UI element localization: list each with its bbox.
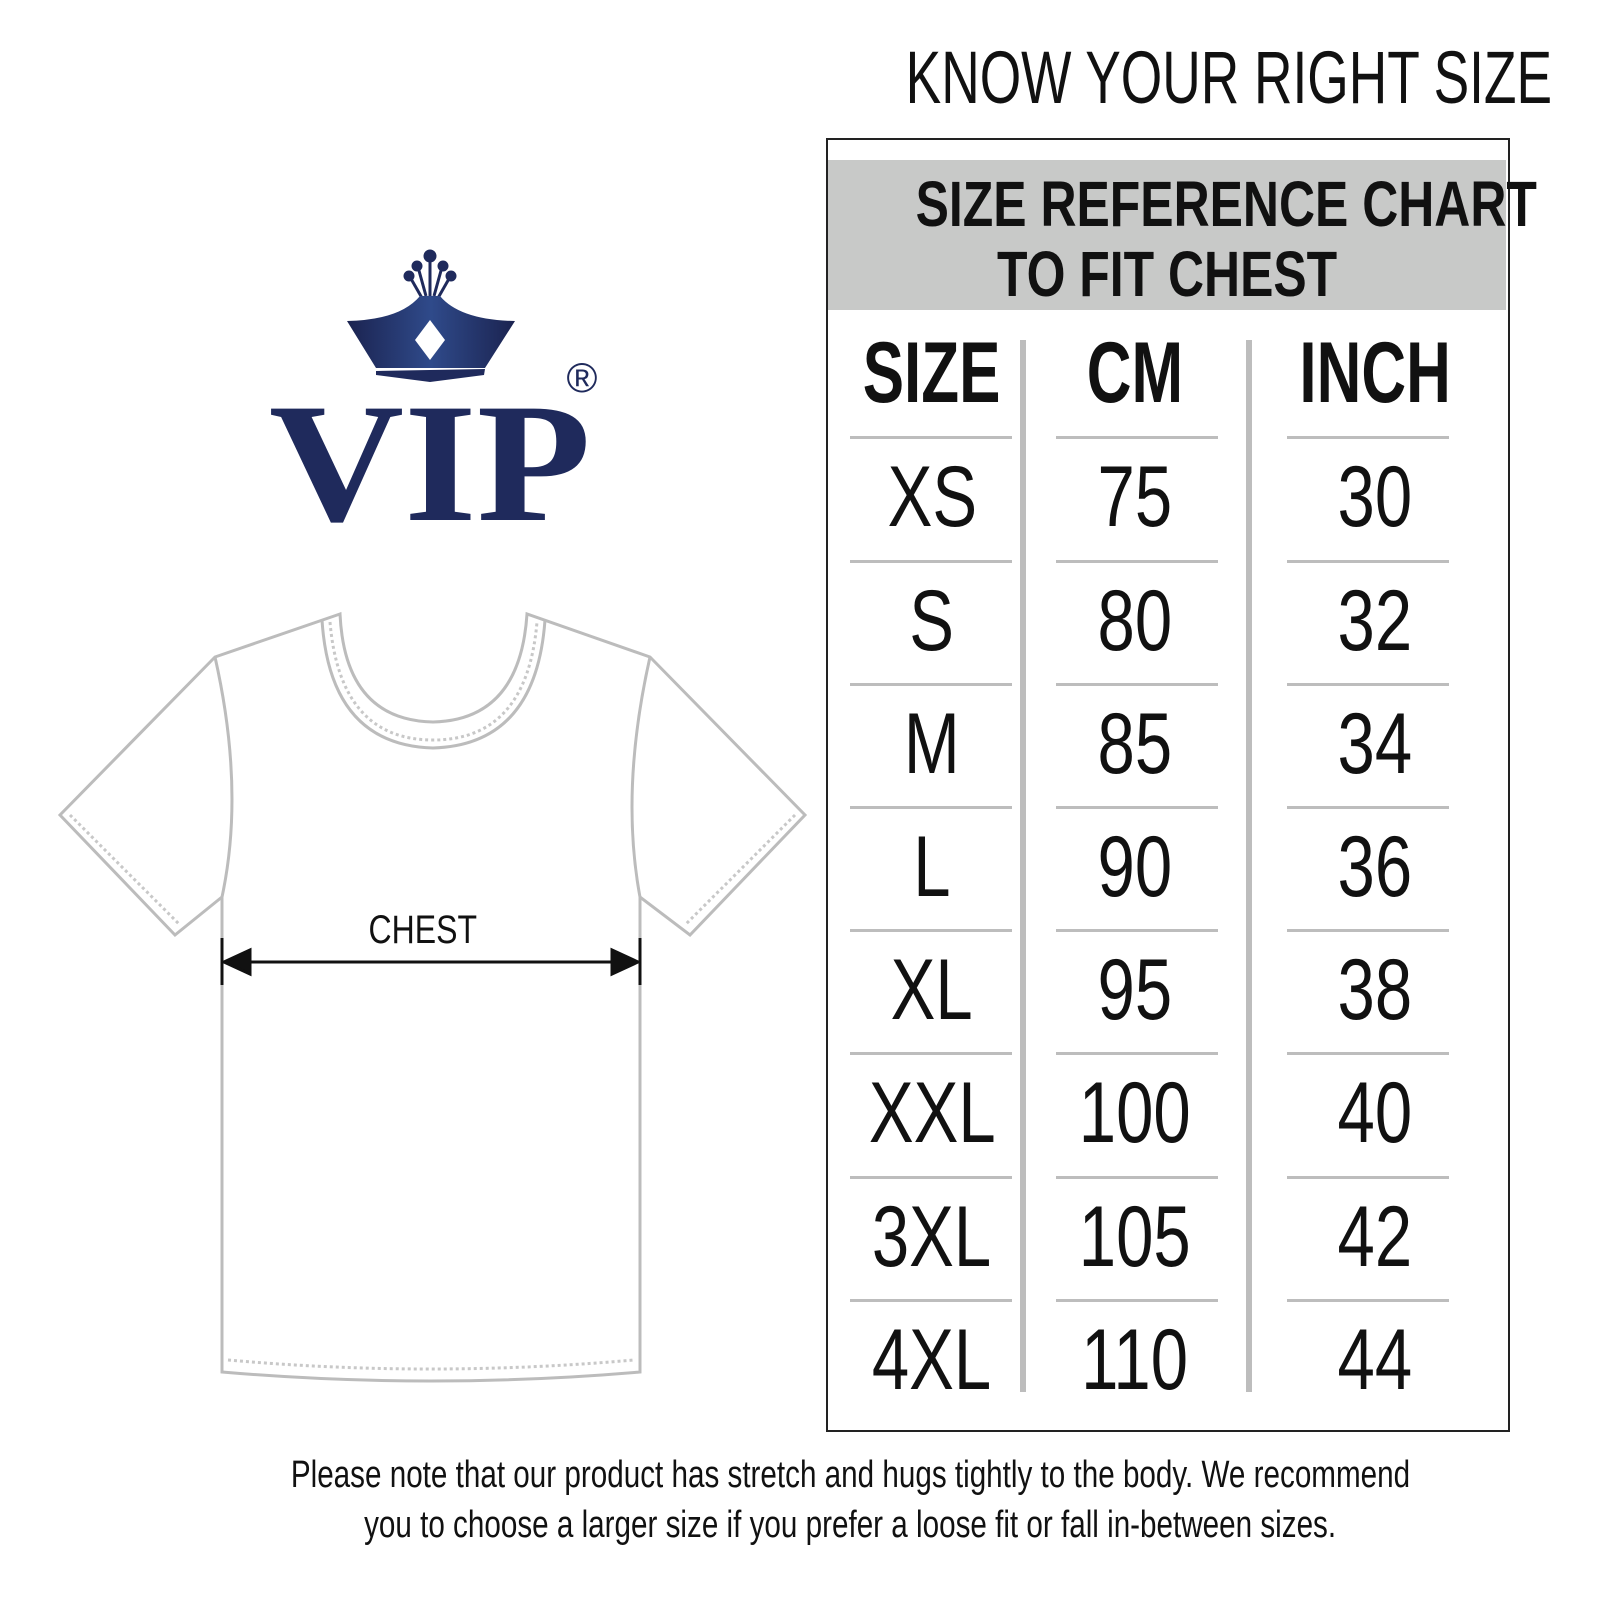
row-divider xyxy=(1056,1176,1218,1179)
row-divider xyxy=(850,1176,1012,1179)
row-divider xyxy=(1287,560,1449,563)
row-divider xyxy=(1287,929,1449,932)
row-divider xyxy=(1056,929,1218,932)
cell-inch: 32 xyxy=(1337,573,1413,669)
column-header-inch: INCH xyxy=(1299,325,1451,421)
row-divider xyxy=(1287,683,1449,686)
registered-mark: ® xyxy=(567,354,598,401)
row-divider xyxy=(1056,436,1218,439)
row-divider xyxy=(1287,1176,1449,1179)
row-divider xyxy=(850,929,1012,932)
crown-icon xyxy=(347,249,515,382)
column-divider xyxy=(1246,340,1252,1392)
size-chart-header: SIZE REFERENCE CHART TO FIT CHEST xyxy=(828,160,1537,310)
row-divider xyxy=(850,683,1012,686)
row-divider xyxy=(1056,806,1218,809)
size-chart-table xyxy=(826,138,1510,1432)
cell-inch: 40 xyxy=(1337,1065,1413,1161)
cell-cm: 95 xyxy=(1097,942,1173,1038)
cell-size: S xyxy=(909,573,955,669)
cell-cm: 85 xyxy=(1097,696,1173,792)
cell-cm: 100 xyxy=(1079,1065,1191,1161)
row-divider xyxy=(1287,436,1449,439)
column-header-cm: CM xyxy=(1086,325,1184,421)
column-divider xyxy=(1020,340,1026,1392)
chest-measure-arrow xyxy=(220,938,642,985)
cell-cm: 110 xyxy=(1081,1312,1189,1408)
page-title: KNOW YOUR RIGHT SIZE xyxy=(905,36,1553,119)
cell-size: 3XL xyxy=(872,1189,992,1285)
cell-inch: 42 xyxy=(1337,1189,1413,1285)
row-divider xyxy=(1056,683,1218,686)
cell-cm: 90 xyxy=(1097,819,1173,915)
row-divider xyxy=(850,436,1012,439)
chart-title-line1: SIZE REFERENCE CHART xyxy=(915,168,1537,240)
row-divider xyxy=(850,1299,1012,1302)
row-divider xyxy=(850,806,1012,809)
tshirt-diagram xyxy=(57,611,808,1383)
cell-size: M xyxy=(904,696,960,792)
row-divider xyxy=(1056,560,1218,563)
cell-size: XXL xyxy=(868,1065,996,1161)
row-divider xyxy=(1287,1299,1449,1302)
cell-cm: 75 xyxy=(1097,449,1173,545)
row-divider xyxy=(1287,806,1449,809)
cell-inch: 38 xyxy=(1337,942,1413,1038)
row-divider xyxy=(1056,1052,1218,1055)
row-divider xyxy=(1056,1299,1218,1302)
cell-size: 4XL xyxy=(872,1312,992,1408)
row-divider xyxy=(1287,1052,1449,1055)
brand-name: VIP xyxy=(269,369,591,540)
cell-cm: 80 xyxy=(1097,573,1173,669)
chart-title-line2: TO FIT CHEST xyxy=(996,238,1338,310)
cell-inch: 30 xyxy=(1337,449,1413,545)
vip-logo: VIP ® xyxy=(269,249,598,540)
cell-size: XL xyxy=(890,942,974,1038)
cell-inch: 36 xyxy=(1337,819,1413,915)
chest-label: CHEST xyxy=(368,908,478,952)
column-header-size: SIZE xyxy=(863,325,1001,421)
cell-size: XS xyxy=(887,449,977,545)
cell-size: L xyxy=(913,819,951,915)
fit-note: Please note that our product has stretch… xyxy=(290,1454,1410,1546)
cell-cm: 105 xyxy=(1079,1189,1191,1285)
row-divider xyxy=(850,560,1012,563)
cell-inch: 44 xyxy=(1337,1312,1413,1408)
cell-inch: 34 xyxy=(1337,696,1413,792)
row-divider xyxy=(850,1052,1012,1055)
